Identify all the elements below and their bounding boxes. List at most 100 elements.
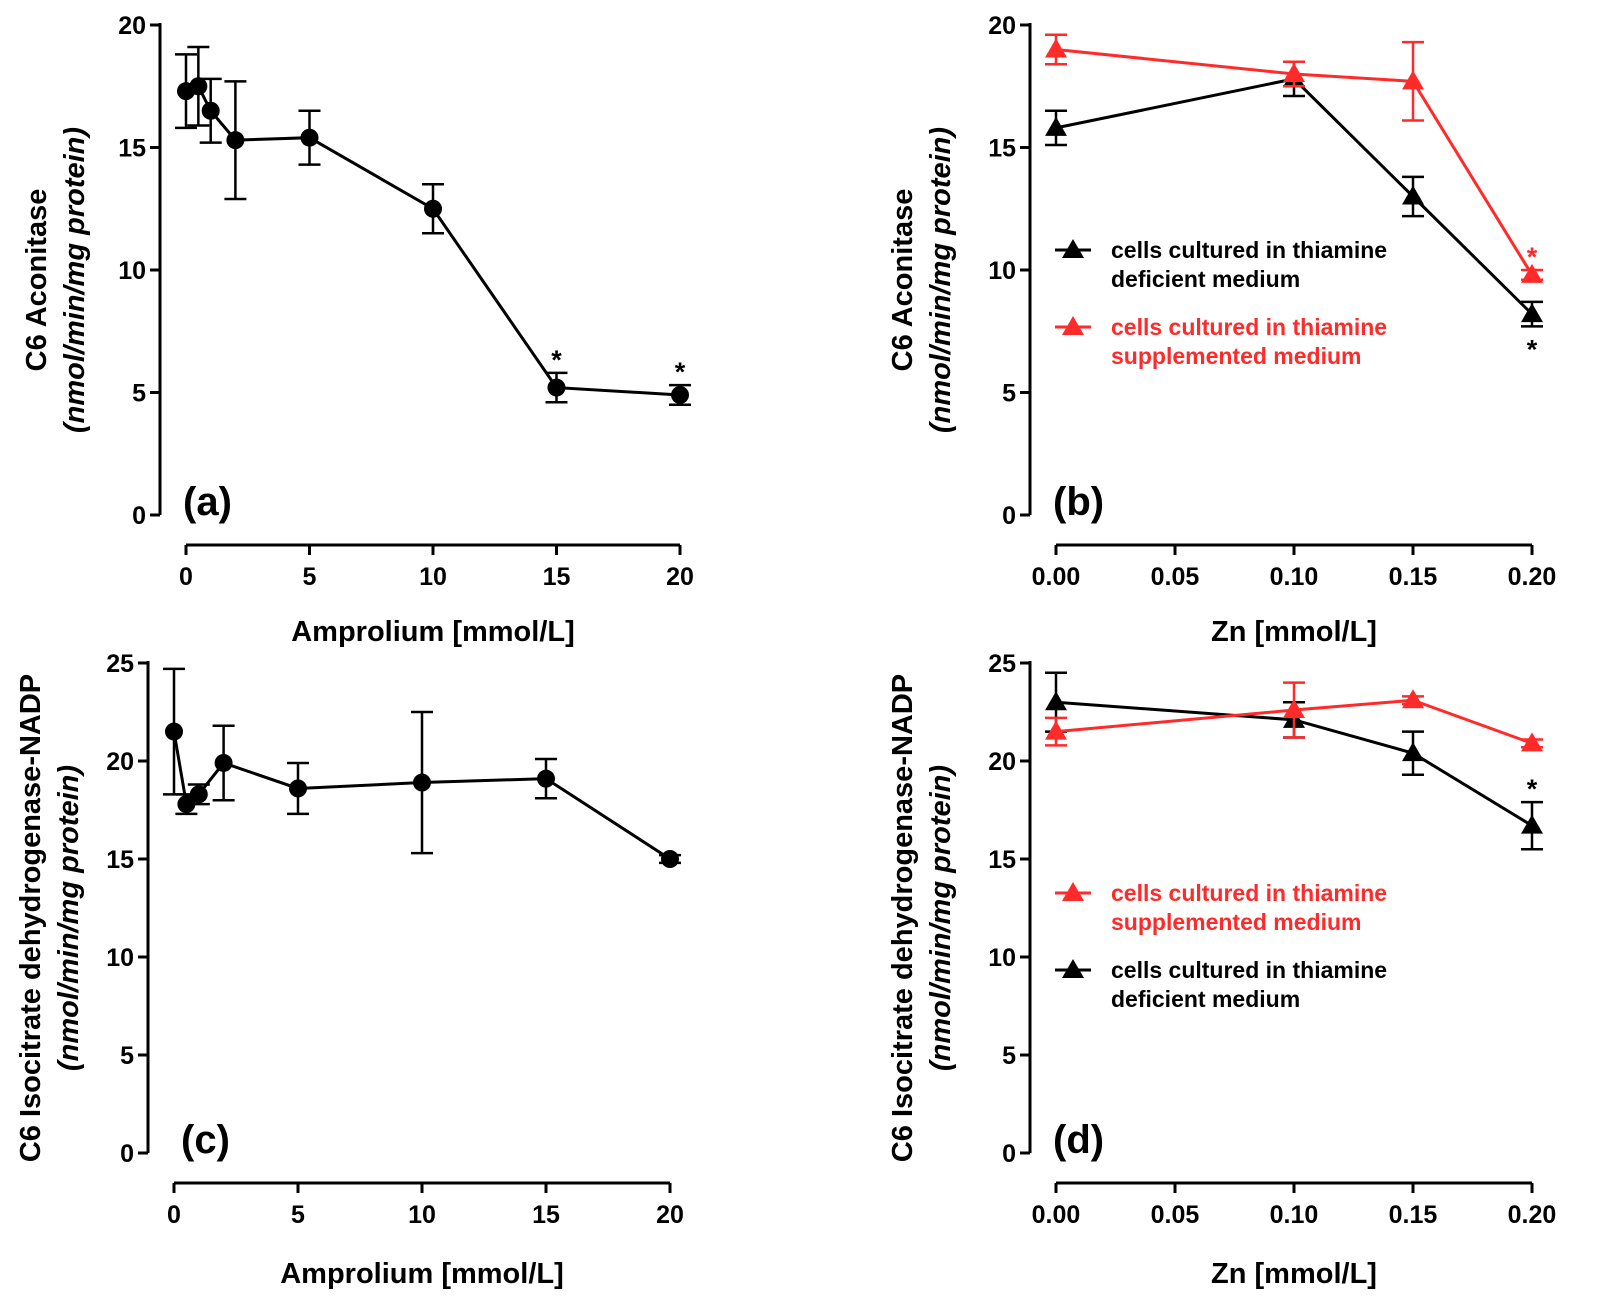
- data-point: [1521, 814, 1543, 834]
- data-point: [1283, 63, 1305, 82]
- y-tick-label: 10: [988, 944, 1016, 972]
- legend-label-line2: deficient medium: [1111, 986, 1300, 1012]
- significance-star: *: [675, 357, 686, 387]
- y-tick-label: 10: [106, 944, 134, 972]
- series-0: [163, 667, 681, 868]
- y-tick-label: 5: [1002, 1042, 1016, 1070]
- data-point: [177, 795, 196, 814]
- panel-a: 0 5 10 15 20 0 5 10 15 20 Amprolium [mmol/L] C6 Aco…: [21, 12, 694, 648]
- y-tick-label: 20: [988, 12, 1016, 40]
- x-tick-label: 0.15: [1389, 563, 1438, 591]
- y-tick-label: 15: [988, 135, 1016, 163]
- legend-swatch-marker: [1062, 316, 1084, 335]
- x-tick-label: 0.20: [1508, 563, 1557, 591]
- significance-star: *: [551, 345, 562, 375]
- series-line: [1055, 48, 1534, 276]
- x-tick-label: 0.05: [1151, 563, 1200, 591]
- y-tick-label: 20: [988, 748, 1016, 776]
- legend: cells cultured in thiamine deficient medi…: [1055, 237, 1387, 369]
- y-tick-label: 0: [132, 502, 146, 530]
- significance-star: *: [1527, 242, 1538, 272]
- y-tick-label: 10: [988, 257, 1016, 285]
- x-tick-label: 0.05: [1151, 1201, 1200, 1229]
- y-tick-label: 15: [988, 846, 1016, 874]
- y-tick-label: 25: [106, 650, 134, 678]
- data-point: [201, 101, 220, 120]
- y-axis-units: (nmol/min/mg protein): [53, 765, 85, 1071]
- panel-c: 0 5 10 15 20 25 0 5 10 15 20 Amprolium [mmol/L] C6 I…: [15, 650, 684, 1290]
- series-line: [1055, 698, 1533, 745]
- data-point: [189, 785, 208, 804]
- legend-label-line1: cells cultured in thiamine: [1111, 957, 1387, 983]
- data-point: [226, 131, 245, 150]
- panel-label: (a): [183, 480, 232, 524]
- data-point: [189, 77, 208, 96]
- data-point: [1045, 38, 1067, 58]
- x-tick-label: 5: [291, 1201, 305, 1229]
- y-tick-label: 15: [106, 846, 134, 874]
- significance-star: *: [1527, 334, 1538, 364]
- data-point: [671, 385, 689, 404]
- legend-item: cells cultured in thiamine deficient medi…: [1055, 237, 1387, 292]
- x-tick-label: 0: [179, 563, 193, 591]
- panel-label: (d): [1053, 1118, 1104, 1162]
- data-point: [1045, 116, 1067, 136]
- data-point: [214, 753, 233, 772]
- x-axis-title: Amprolium [mmol/L]: [291, 616, 575, 648]
- x-tick-label: 20: [656, 1201, 684, 1229]
- y-axis-title: C6 Aconitase: [21, 189, 53, 372]
- series-0: * *: [175, 45, 691, 406]
- x-axis-title: Amprolium [mmol/L]: [280, 1258, 564, 1290]
- legend-label-line2: deficient medium: [1111, 266, 1300, 292]
- legend-label-line2: supplemented medium: [1111, 909, 1361, 935]
- y-tick-label: 25: [988, 650, 1016, 678]
- data-point: [1045, 720, 1067, 740]
- y-tick-label: 0: [120, 1140, 134, 1168]
- x-tick-label: 0.00: [1032, 563, 1081, 591]
- y-axis-title: C6 Aconitase: [887, 189, 919, 372]
- data-point: [1045, 691, 1067, 711]
- legend-label-line1: cells cultured in thiamine: [1111, 314, 1387, 340]
- x-axis-title: Zn [mmol/L]: [1211, 616, 1377, 648]
- data-point: [424, 199, 442, 218]
- legend-label-line1: cells cultured in thiamine: [1111, 237, 1387, 263]
- significance-star: *: [1527, 774, 1538, 804]
- data-point: [1402, 185, 1424, 205]
- y-axis-units: (nmol/min/mg protein): [59, 127, 91, 433]
- legend-item: cells cultured in thiamine deficient medi…: [1055, 957, 1387, 1012]
- y-axis-title: C6 Isocitrate dehydrogenase-NADP: [887, 674, 919, 1162]
- x-tick-label: 0.10: [1270, 1201, 1319, 1229]
- legend-item: cells cultured in thiamine supplemented m…: [1055, 314, 1387, 369]
- panel-d: 0 5 10 15 20 25 0.00 0.05 0.10 0.15 0.20 Zn [mmol/L…: [887, 650, 1556, 1290]
- x-tick-label: 10: [419, 563, 447, 591]
- legend-swatch-marker: [1062, 239, 1084, 258]
- y-tick-label: 5: [1002, 380, 1016, 408]
- data-point: [1283, 699, 1305, 719]
- x-tick-label: 20: [666, 563, 694, 591]
- legend-item: cells cultured in thiamine supplemented m…: [1055, 880, 1387, 935]
- y-tick-label: 15: [118, 135, 146, 163]
- data-point: [413, 773, 431, 792]
- data-point: [547, 378, 566, 397]
- series-0: *: [1045, 60, 1543, 364]
- data-point: [537, 769, 555, 788]
- y-tick-label: 5: [120, 1042, 134, 1070]
- x-tick-label: 0.15: [1389, 1201, 1438, 1229]
- x-tick-label: 15: [543, 563, 571, 591]
- series-line: [1055, 77, 1534, 316]
- panel-b: 0 5 10 15 20 0.00 0.05 0.10 0.15 0.20 Zn [mmol/L] C…: [887, 12, 1556, 648]
- x-axis-title: Zn [mmol/L]: [1211, 1258, 1377, 1290]
- data-point: [1402, 689, 1424, 709]
- y-tick-label: 0: [1002, 502, 1016, 530]
- y-axis-units: (nmol/min/mg protein): [925, 127, 957, 433]
- y-tick-label: 20: [118, 12, 146, 40]
- x-tick-label: 0.10: [1270, 563, 1319, 591]
- legend-label-line1: cells cultured in thiamine: [1111, 880, 1387, 906]
- legend-label-line2: supplemented medium: [1111, 343, 1361, 369]
- data-point: [661, 850, 679, 868]
- data-point: [289, 779, 307, 798]
- x-tick-label: 0.00: [1032, 1201, 1081, 1229]
- data-point: [1402, 742, 1424, 762]
- y-tick-label: 5: [132, 380, 146, 408]
